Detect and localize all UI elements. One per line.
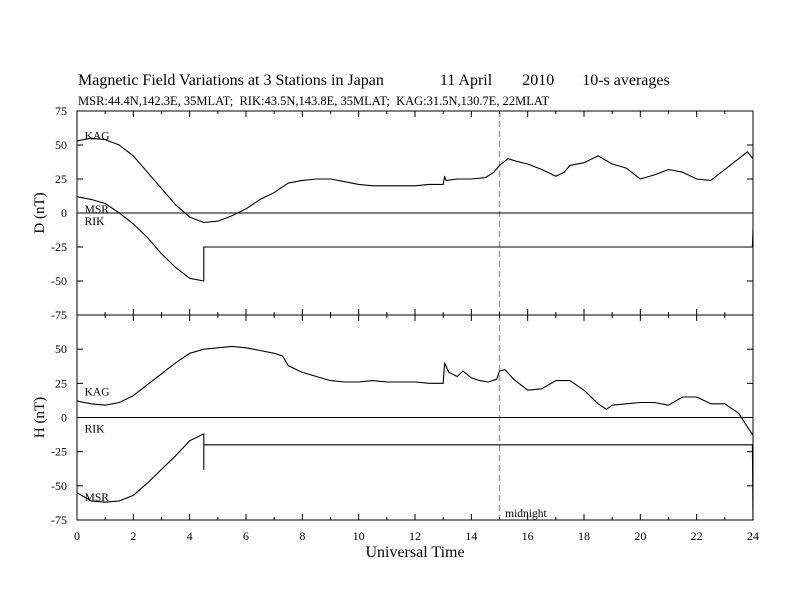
station-label-kag: KAG xyxy=(85,130,110,142)
x-tick-label: 20 xyxy=(634,529,646,543)
chart-subtitle: MSR:44.4N,142.3E, 35MLAT; RIK:43.5N,143.… xyxy=(78,94,550,108)
y-tick-label: 50 xyxy=(55,138,67,152)
station-label-msr: MSR xyxy=(85,204,110,216)
x-tick-label: 2 xyxy=(130,529,136,543)
x-tick-label: 8 xyxy=(299,529,305,543)
x-tick-label: 22 xyxy=(691,529,703,543)
y-tick-label: -50 xyxy=(51,479,67,493)
x-tick-label: 16 xyxy=(522,529,534,543)
x-axis-label: Universal Time xyxy=(365,544,464,561)
y-tick-label: -50 xyxy=(51,274,67,288)
x-tick-label: 12 xyxy=(409,529,421,543)
midnight-label: midnight xyxy=(505,508,547,520)
series-line-kag xyxy=(76,137,754,224)
series-line-rik xyxy=(76,196,754,282)
title-date: 11 April xyxy=(439,72,493,89)
title-year: 2010 xyxy=(522,72,555,89)
station-label-rik: RIK xyxy=(85,423,106,435)
y-tick-label: -25 xyxy=(51,445,67,459)
x-tick-label: 4 xyxy=(187,529,193,543)
y-tick-label: 25 xyxy=(55,172,67,186)
x-tick-label: 0 xyxy=(74,529,80,543)
station-label-msr: MSR xyxy=(85,492,110,504)
y-tick-label: 0 xyxy=(61,206,67,220)
x-tick-label: 18 xyxy=(578,529,590,543)
title-stations: Magnetic Field Variations at 3 Stations … xyxy=(78,72,384,89)
y-axis-label: D (nT) xyxy=(32,192,48,233)
x-tick-label: 24 xyxy=(747,529,759,543)
series-line-kag xyxy=(76,345,754,436)
y-tick-label: -75 xyxy=(51,308,67,322)
station-label-kag: KAG xyxy=(85,387,110,399)
x-tick-label: 14 xyxy=(465,529,477,543)
y-tick-label: 0 xyxy=(61,411,67,425)
h-component-panel: 50 25 0 -25 -50 -75 H (nT) KAG RIK MSR midnight xyxy=(32,314,754,527)
series-line-msr xyxy=(76,433,754,521)
x-tick-label: 10 xyxy=(353,529,365,543)
y-tick-label: 25 xyxy=(55,376,67,390)
y-tick-label: 50 xyxy=(55,342,67,356)
y-tick-label: 75 xyxy=(55,104,67,118)
station-label-rik: RIK xyxy=(85,216,106,228)
chart-title: Magnetic Field Variations at 3 Stations … xyxy=(78,72,670,90)
y-tick-label: -25 xyxy=(51,240,67,254)
x-tick-label: 6 xyxy=(243,529,249,543)
y-tick-label: -75 xyxy=(51,513,67,527)
title-averaging: 10-s averages xyxy=(582,72,670,89)
y-axis-label: H (nT) xyxy=(32,397,48,438)
